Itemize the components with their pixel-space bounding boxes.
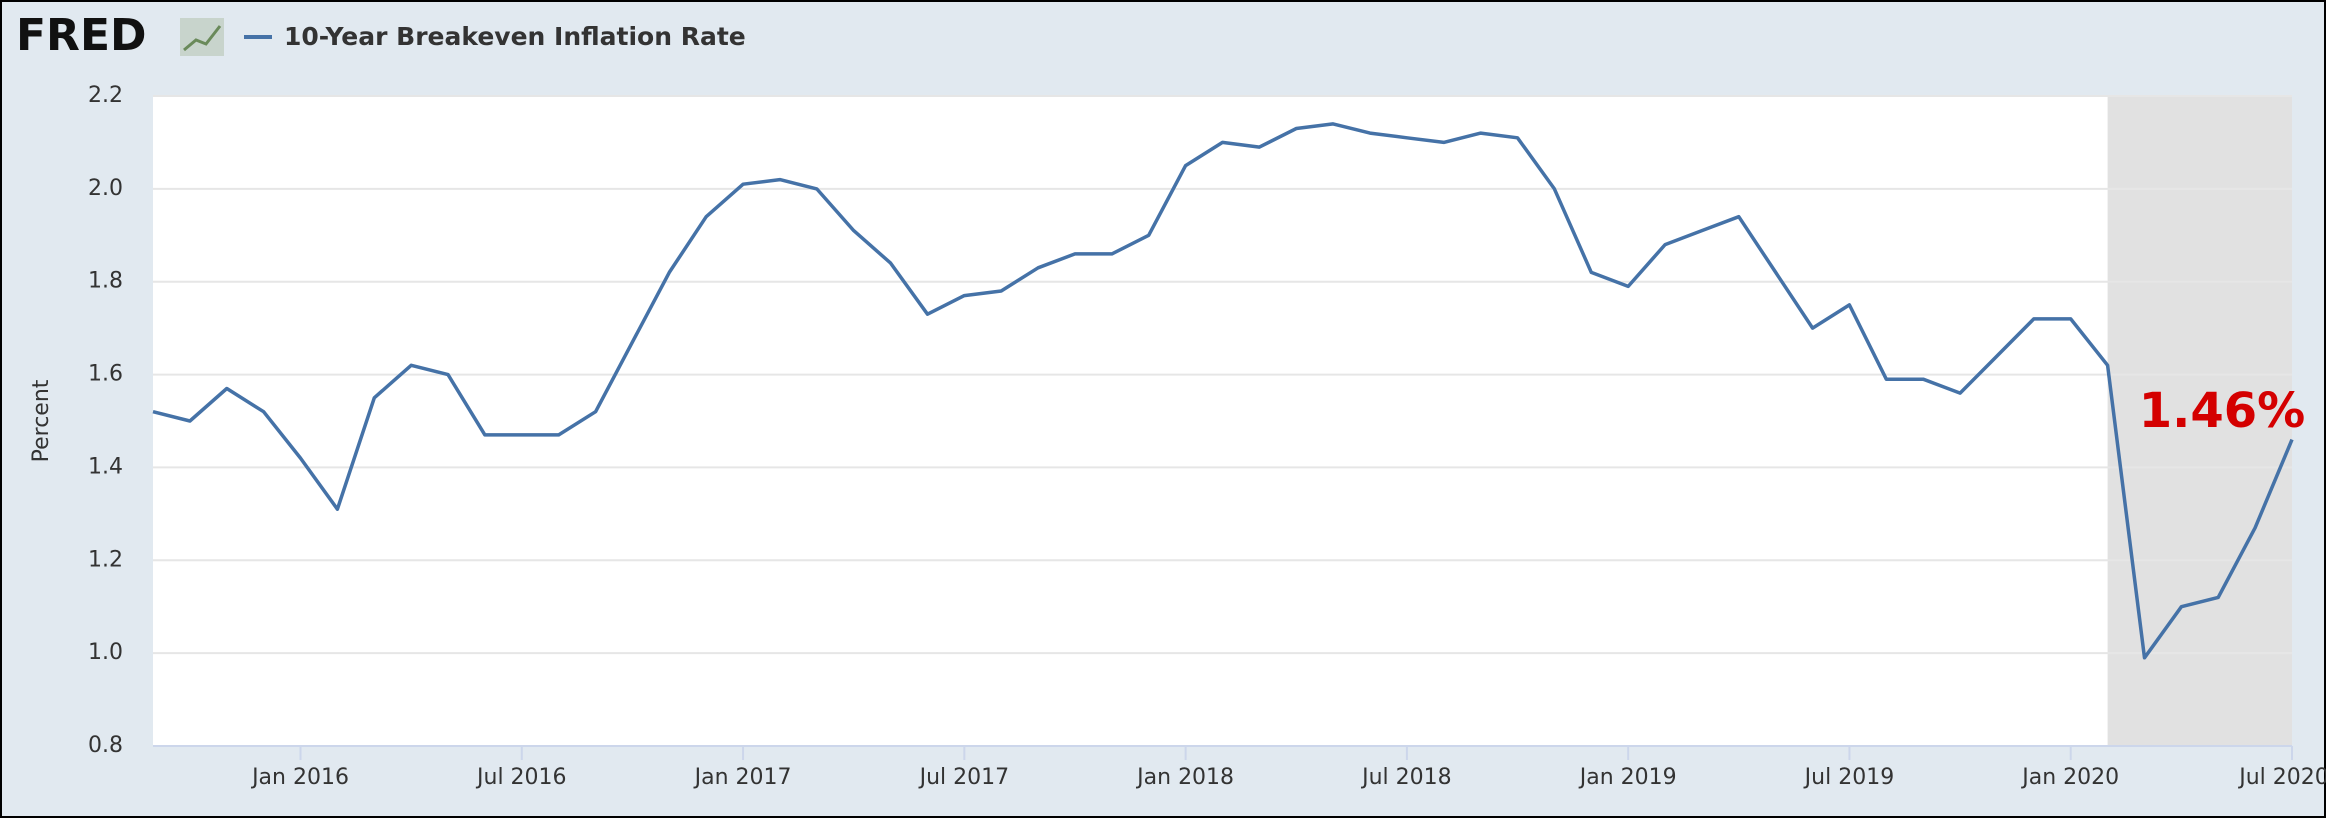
x-tick-label: Jan 2016 — [250, 765, 349, 790]
x-tick-label: Jul 2016 — [475, 765, 567, 790]
recession-shading — [2107, 96, 2292, 746]
line-series — [152, 122, 2294, 660]
y-tick-label: 2.2 — [88, 83, 123, 108]
y-tick-label: 1.2 — [88, 547, 123, 572]
x-tick-label: Jan 2019 — [1578, 765, 1677, 790]
legend-label: 10-Year Breakeven Inflation Rate — [284, 22, 746, 51]
x-tick-label: Jul 2017 — [918, 765, 1010, 790]
x-tick-label: Jan 2017 — [693, 765, 792, 790]
y-tick-label: 1.0 — [88, 640, 123, 665]
x-tick-label: Jan 2020 — [2020, 765, 2119, 790]
y-axis-label: Percent — [29, 379, 54, 462]
x-tick-label: Jul 2018 — [1360, 765, 1452, 790]
y-tick-label: 1.4 — [88, 454, 123, 479]
logo: FRED — [16, 10, 147, 61]
x-tick-label: Jul 2019 — [1803, 765, 1895, 790]
y-tick-label: 1.6 — [88, 362, 123, 387]
y-tick-label: 2.0 — [88, 176, 123, 201]
x-tick-label: Jan 2018 — [1135, 765, 1234, 790]
y-tick-label: 1.8 — [88, 269, 123, 294]
x-tick-label: Jul 2020 — [2237, 765, 2326, 790]
plot-area — [153, 96, 2292, 746]
y-tick-label: 0.8 — [88, 733, 123, 758]
annotation: 1.46% — [2139, 383, 2306, 439]
logo-icon — [180, 18, 224, 56]
